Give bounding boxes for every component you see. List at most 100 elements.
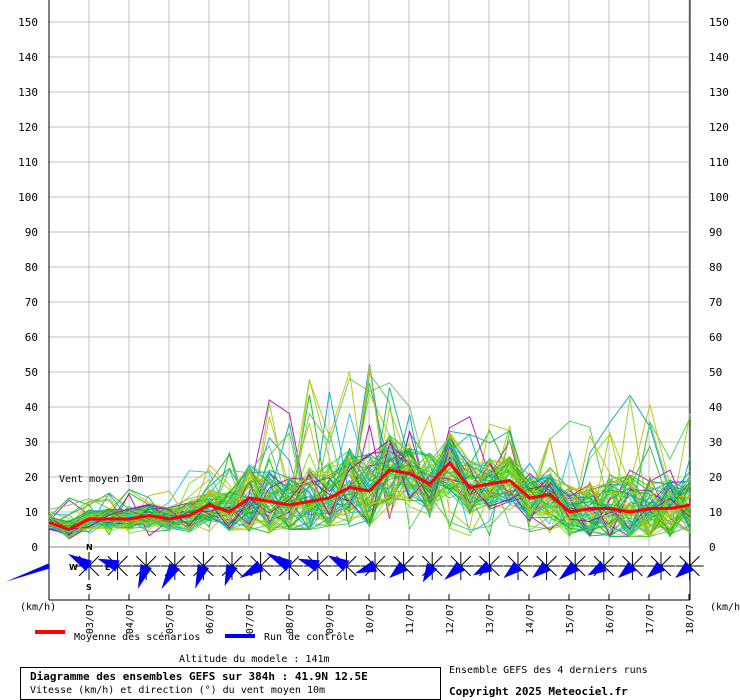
y-tick-left: 20	[25, 471, 38, 484]
wind-rose	[327, 552, 361, 580]
y-tick-left: 60	[25, 331, 38, 344]
wind-rose	[617, 552, 647, 580]
x-tick-label: 08/07	[285, 604, 296, 634]
wind-direction-wedge	[5, 563, 50, 582]
wind-direction-wedge	[137, 563, 152, 589]
wind-direction-wedge	[503, 561, 522, 579]
y-tick-right: 70	[709, 296, 722, 309]
wind-direction-wedge	[97, 558, 120, 572]
y-tick-right: 150	[709, 16, 729, 29]
x-tick-label: 16/07	[605, 604, 616, 634]
wind-direction-wedge	[239, 560, 264, 579]
compass-letter: S	[86, 583, 92, 592]
x-tick-label: 12/07	[445, 604, 456, 634]
y-tick-left: 30	[25, 436, 38, 449]
wind-rose: N S W E	[67, 543, 110, 592]
member-line	[48, 436, 691, 538]
wind-direction-wedge	[532, 561, 551, 579]
wind-rose	[558, 552, 590, 580]
series-label: Vent moyen 10m	[59, 474, 143, 485]
wind-direction-strip: N S W E	[5, 543, 704, 592]
y-tick-right: 120	[709, 121, 729, 134]
wind-rose	[587, 552, 618, 580]
x-tick-label: 18/07	[685, 604, 696, 634]
x-tick-label: 14/07	[525, 604, 536, 634]
rose-spoke	[336, 555, 357, 577]
wind-direction-wedge	[327, 555, 350, 572]
wind-direction-wedge	[195, 563, 210, 589]
x-tick-label: 11/07	[405, 604, 416, 634]
wind-rose	[297, 552, 332, 580]
x-axis-dates: 03/07 04/07 05/07 06/07 07/07 08/07 09/07 10/07…	[85, 594, 696, 634]
wind-direction-wedge	[646, 561, 665, 579]
y-tick-right: 90	[709, 226, 722, 239]
x-tick-label: 03/07	[85, 604, 96, 634]
y-tick-right: 60	[709, 331, 722, 344]
wind-direction-wedge	[67, 553, 92, 572]
y-tick-right: 20	[709, 471, 722, 484]
wind-rose	[239, 552, 275, 580]
y-tick-right: 130	[709, 86, 729, 99]
y-tick-left: 10	[25, 506, 38, 519]
y-tick-left: 90	[25, 226, 38, 239]
x-tick-label: 07/07	[245, 604, 256, 634]
footer-title: Diagramme des ensembles GEFS sur 384h : …	[30, 670, 368, 683]
y-tick-right: 10	[709, 506, 722, 519]
member-line	[48, 453, 691, 535]
wind-rose	[389, 552, 418, 580]
y-tick-left: 110	[18, 156, 38, 169]
y-tick-left: 40	[25, 401, 38, 414]
wind-direction-wedge	[161, 563, 180, 590]
wind-direction-wedge	[473, 560, 493, 576]
compass-letter: W	[69, 563, 78, 572]
wind-rose	[503, 552, 532, 580]
x-tick-label: 13/07	[485, 604, 496, 634]
y-tick-left: 140	[18, 51, 38, 64]
y-tick-left: 80	[25, 261, 38, 274]
wind-rose	[5, 563, 50, 582]
y-unit-right: (km/h)	[710, 602, 740, 613]
footer-subtitle: Vitesse (km/h) et direction (°) du vent …	[30, 685, 326, 696]
y-tick-left: 130	[18, 86, 38, 99]
x-tick-label: 04/07	[125, 604, 136, 634]
wind-direction-wedge	[297, 558, 320, 572]
compass-letter: N	[86, 543, 93, 552]
copyright: Copyright 2025 Meteociel.fr	[449, 685, 628, 698]
rose-spoke	[107, 555, 128, 577]
y-tick-left: 120	[18, 121, 38, 134]
wind-rose	[132, 552, 161, 589]
wind-direction-wedge	[389, 561, 408, 579]
legend-control-swatch	[225, 634, 255, 638]
altitude-label: Altitude du modele : 141m	[179, 654, 330, 665]
wind-rose	[160, 552, 189, 590]
wind-rose	[646, 552, 675, 580]
wind-rose	[444, 552, 475, 580]
x-tick-label: 05/07	[165, 604, 176, 634]
y-tick-right: 50	[709, 366, 722, 379]
member-line	[48, 445, 691, 534]
wind-rose	[532, 552, 561, 580]
y-tick-right: 140	[709, 51, 729, 64]
mean-line	[48, 460, 691, 532]
x-tick-label: 15/07	[565, 604, 576, 634]
y-tick-right: 0	[709, 541, 716, 554]
member-line	[48, 365, 691, 531]
y-tick-right: 110	[709, 156, 729, 169]
compass-letter: E	[105, 563, 110, 572]
y-tick-left: 70	[25, 296, 38, 309]
wind-direction-wedge	[617, 561, 637, 579]
wind-direction-wedge	[224, 563, 238, 587]
wind-rose	[265, 552, 304, 580]
mean-line-group	[48, 460, 691, 532]
y-tick-right: 100	[709, 191, 729, 204]
member-line	[48, 467, 691, 538]
ensemble-info: Ensemble GEFS des 4 derniers runs	[449, 665, 648, 676]
wind-direction-wedge	[558, 561, 580, 580]
y-unit-left: (km/h)	[20, 602, 56, 613]
wind-direction-wedge	[422, 563, 438, 583]
wind-direction-wedge	[354, 560, 378, 574]
member-line	[48, 439, 691, 531]
footer-title-box: Diagramme des ensembles GEFS sur 384h : …	[20, 667, 441, 700]
y-tick-left: 50	[25, 366, 38, 379]
